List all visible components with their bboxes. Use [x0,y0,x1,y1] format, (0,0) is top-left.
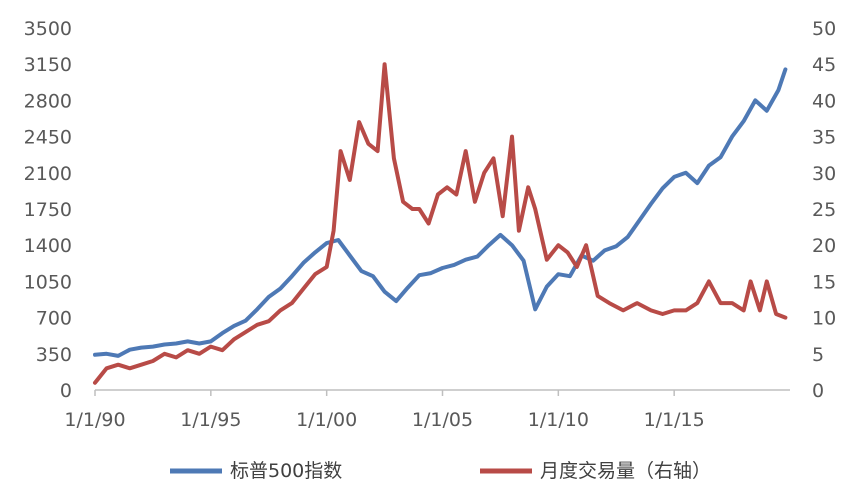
x-tick-label: 1/1/90 [64,409,125,431]
y-right-tick-label: 15 [812,271,836,293]
axes-layer: 1/1/90 1/1/95 1/1/00 1/1/05 1/1/10 1/1/150350… [24,18,837,431]
y-left-tick-label: 3150 [24,54,72,76]
monthly-volume-line [93,62,788,385]
x-tick-label: 1/1/05 [412,409,473,431]
y-left-tick-label: 1750 [24,199,72,221]
y-left-tick-label: 700 [36,308,72,330]
y-right-tick-label: 40 [812,90,836,112]
sp500-line [93,67,788,358]
y-right-tick-label: 35 [812,127,836,149]
x-tick-label: 1/1/15 [644,409,705,431]
y-left-tick-label: 1050 [24,271,72,293]
y-left-tick-label: 0 [60,380,72,402]
y-right-tick-label: 10 [812,308,836,330]
legend: 标普500指数 月度交易量（右轴） [170,460,711,482]
y-right-tick-label: 0 [812,380,824,402]
x-tick-label: 1/1/00 [296,409,357,431]
series-layer [93,62,788,385]
y-left-tick-label: 3500 [24,18,72,40]
x-tick-label: 1/1/95 [180,409,241,431]
legend-entry-sp500: 标普500指数 [170,460,342,482]
y-left-tick-label: 2100 [24,163,72,185]
y-left-tick-label: 2450 [24,127,72,149]
y-right-tick-label: 50 [812,18,836,40]
y-right-tick-label: 20 [812,235,836,257]
legend-entry-volume: 月度交易量（右轴） [480,460,711,482]
x-tick-label: 1/1/10 [528,409,589,431]
legend-label: 标普500指数 [230,460,342,482]
y-left-tick-label: 2800 [24,90,72,112]
y-right-tick-label: 30 [812,163,836,185]
y-left-tick-label: 350 [36,344,72,366]
y-left-tick-label: 1400 [24,235,72,257]
y-right-tick-label: 45 [812,54,836,76]
y-right-tick-label: 25 [812,199,836,221]
y-right-tick-label: 5 [812,344,824,366]
legend-label: 月度交易量（右轴） [540,460,711,482]
